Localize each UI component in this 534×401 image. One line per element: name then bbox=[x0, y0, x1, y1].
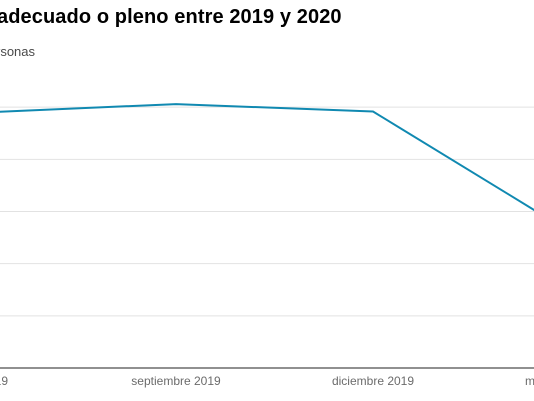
x-tick-labels: 19 septiembre 2019 diciembre 2019 m bbox=[0, 374, 534, 388]
x-tick-label: diciembre 2019 bbox=[332, 374, 414, 388]
x-tick-label: 19 bbox=[0, 374, 8, 388]
gridlines bbox=[0, 106, 534, 317]
x-tick-label: m bbox=[525, 374, 534, 388]
series-line bbox=[0, 103, 534, 212]
x-tick-label: septiembre 2019 bbox=[131, 374, 221, 388]
chart-title: adecuado o pleno entre 2019 y 2020 bbox=[0, 6, 342, 28]
series-group bbox=[0, 103, 534, 212]
chart-subtitle: rsonas bbox=[0, 44, 36, 59]
